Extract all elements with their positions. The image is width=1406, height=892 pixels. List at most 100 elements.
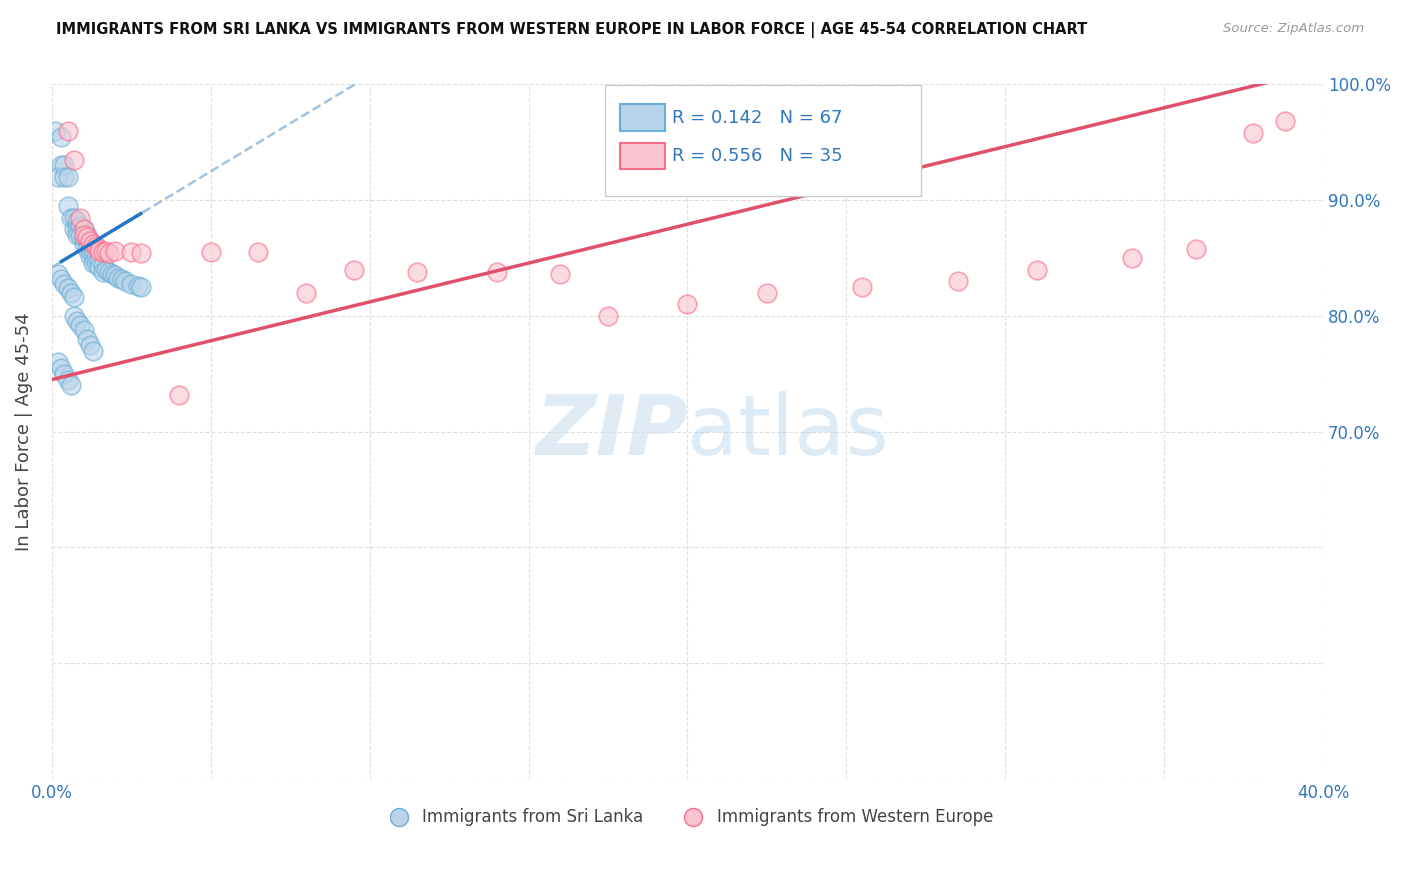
Point (72, 237, 94, 252)
Text: R = 0.142   N = 67: R = 0.142 N = 67 (672, 109, 842, 127)
Point (72, 230, 94, 244)
Point (91, 258, 114, 272)
Y-axis label: In Labor Force | Age 45-54: In Labor Force | Age 45-54 (15, 312, 32, 551)
Point (63, 290, 86, 304)
Point (79, 234, 101, 248)
Point (56, 281, 79, 295)
Point (91, 265, 114, 279)
Point (76, 227, 98, 242)
Point (104, 268, 127, 283)
Point (295, 285, 318, 300)
Point (66, 222, 89, 236)
Point (1121, 251, 1143, 265)
Point (89, 244, 111, 259)
Point (97, 246, 120, 260)
Point (107, 270, 129, 285)
Text: atlas: atlas (688, 392, 889, 472)
Point (84, 249, 107, 263)
Point (82, 237, 104, 252)
Point (56, 199, 79, 213)
Point (76, 332, 98, 346)
Point (56, 373, 79, 387)
Point (72, 222, 94, 236)
Point (485, 265, 508, 279)
Point (63, 211, 86, 225)
Point (53, 367, 76, 381)
Point (755, 285, 778, 300)
Point (63, 309, 86, 323)
Point (550, 267, 572, 281)
Point (72, 227, 94, 242)
Point (114, 274, 136, 288)
Point (69, 227, 91, 242)
Point (104, 244, 127, 259)
Point (53, 158, 76, 172)
Text: R = 0.556   N = 35: R = 0.556 N = 35 (672, 147, 842, 165)
Point (69, 219, 91, 233)
Point (89, 260, 111, 275)
Text: ZIP: ZIP (534, 392, 688, 472)
Point (46, 169, 69, 184)
Point (94, 244, 117, 259)
Point (101, 267, 124, 281)
Point (79, 234, 101, 248)
Point (69, 211, 91, 225)
Point (343, 262, 366, 277)
Point (82, 255, 104, 269)
Point (69, 318, 91, 333)
Point (676, 297, 699, 311)
Point (946, 274, 969, 288)
Point (84, 255, 107, 269)
Point (59, 378, 82, 392)
Point (56, 124, 79, 138)
Point (46, 355, 69, 369)
Point (63, 153, 86, 167)
Point (89, 253, 111, 268)
Point (1274, 114, 1296, 128)
Point (82, 242, 104, 256)
Point (1185, 242, 1208, 256)
Point (79, 249, 101, 263)
Point (44, 124, 66, 138)
Point (120, 277, 142, 291)
Point (129, 246, 152, 260)
Point (72, 222, 94, 236)
Point (79, 338, 101, 352)
Text: Source: ZipAtlas.com: Source: ZipAtlas.com (1223, 22, 1364, 36)
Point (94, 262, 117, 277)
Point (76, 242, 98, 256)
Point (51, 129, 73, 144)
Legend: Immigrants from Sri Lanka, Immigrants from Western Europe: Immigrants from Sri Lanka, Immigrants fr… (375, 802, 1000, 833)
Point (851, 280, 873, 294)
Point (129, 280, 152, 294)
Point (51, 272, 73, 286)
Point (84, 239, 107, 253)
Point (111, 272, 134, 286)
Point (596, 309, 619, 323)
Point (56, 169, 79, 184)
Point (82, 343, 104, 358)
Point (127, 278, 149, 293)
Point (66, 313, 89, 327)
Point (59, 285, 82, 300)
Point (167, 387, 190, 401)
Point (66, 214, 89, 228)
Point (1026, 262, 1049, 277)
Point (79, 242, 101, 256)
Point (63, 222, 86, 236)
Point (97, 265, 120, 279)
Point (247, 245, 270, 260)
Point (51, 158, 73, 172)
Point (53, 277, 76, 291)
Point (66, 227, 89, 242)
Point (76, 230, 98, 244)
Point (120, 245, 142, 260)
Point (76, 234, 98, 248)
Point (53, 169, 76, 184)
Point (82, 249, 104, 263)
Point (89, 242, 111, 256)
Point (51, 361, 73, 376)
Point (59, 211, 82, 225)
Point (91, 245, 114, 260)
Point (406, 265, 429, 279)
